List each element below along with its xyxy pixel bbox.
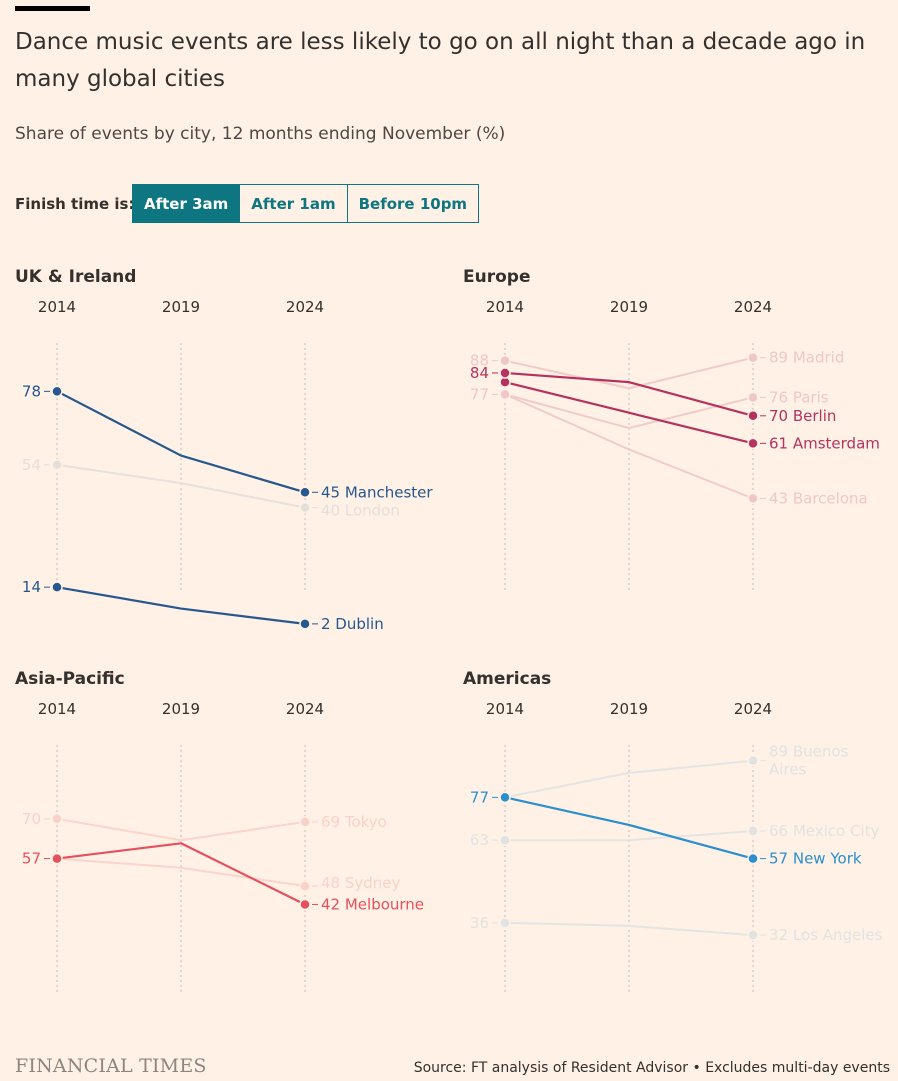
series-line-barcelona — [504, 393, 754, 500]
data-point-sydney — [299, 880, 311, 892]
series-line-melbourne — [56, 842, 306, 906]
data-point-berlin — [747, 410, 759, 422]
data-point-barcelona — [499, 388, 511, 401]
end-label-sydney: 48 Sydney — [321, 874, 401, 892]
source-note: Source: FT analysis of Resident Advisor … — [413, 1060, 890, 1076]
chart-subtitle: Share of events by city, 12 months endin… — [15, 124, 506, 144]
end-label-melbourne: 42 Melbourne — [321, 895, 424, 913]
series-line-mexico-city — [505, 830, 754, 842]
data-point-tokyo — [51, 813, 63, 825]
data-point-madrid — [499, 354, 511, 367]
end-label-mexico-city: 66 Mexico City — [769, 822, 880, 840]
start-label-dublin: 14 — [22, 578, 41, 596]
end-label-barcelona: 43 Barcelona — [769, 489, 868, 507]
data-point-barcelona — [747, 492, 759, 505]
panel-title: UK & Ireland — [15, 267, 136, 287]
series-line-paris — [504, 393, 754, 430]
data-point-los-angeles — [747, 929, 759, 941]
year-tick-label: 2014 — [38, 700, 76, 718]
start-label-melbourne: 57 — [22, 850, 41, 868]
filter-before-10pm-button[interactable]: Before 10pm — [347, 185, 479, 222]
panel-title: Europe — [463, 267, 530, 287]
data-point-london — [299, 501, 311, 514]
filter-after-3am-button[interactable]: After 3am — [133, 185, 241, 222]
start-label-berlin: 84 — [470, 364, 489, 382]
year-tick-label: 2019 — [610, 700, 648, 718]
data-point-melbourne — [51, 852, 63, 865]
filter-label: Finish time is: — [15, 195, 135, 213]
series-line-london — [56, 463, 306, 509]
end-label-new-york: 57 New York — [769, 850, 862, 868]
finish-time-toggle: After 3am After 1am Before 10pm — [132, 184, 480, 223]
end-label-manchester: 45 Manchester — [321, 483, 433, 501]
year-tick-label: 2024 — [734, 700, 772, 718]
filter-after-1am-button[interactable]: After 1am — [240, 185, 348, 222]
series-line-buenos-aires — [504, 759, 754, 799]
series-line-madrid — [504, 356, 754, 390]
year-tick-label: 2019 — [610, 298, 648, 316]
start-label-mexico-city: 63 — [470, 831, 489, 849]
data-point-manchester — [299, 486, 311, 499]
end-label-buenos-aires: 89 Buenos Aires — [769, 743, 849, 779]
chart-title: Dance music events are less likely to go… — [15, 29, 866, 92]
data-point-new-york — [747, 852, 759, 865]
series-line-berlin — [504, 371, 754, 417]
series-line-amsterdam — [504, 381, 754, 445]
start-label-madrid: 88 — [470, 352, 489, 370]
brand-bar — [15, 6, 90, 11]
end-label-london: 40 London — [321, 502, 400, 520]
data-point-amsterdam — [747, 437, 759, 450]
start-label-paris: 77 — [470, 385, 489, 403]
data-point-new-york — [499, 791, 511, 804]
year-tick-label: 2024 — [286, 700, 324, 718]
data-point-mexico-city — [747, 825, 759, 837]
year-tick-label: 2014 — [486, 298, 524, 316]
data-point-madrid — [747, 351, 759, 364]
data-point-berlin — [499, 367, 511, 379]
data-point-london — [51, 459, 63, 471]
series-line-new-york — [504, 796, 754, 860]
data-point-mexico-city — [499, 834, 511, 846]
start-label-london: 54 — [22, 456, 41, 474]
start-label-los-angeles: 36 — [470, 914, 489, 932]
year-tick-label: 2024 — [286, 298, 324, 316]
year-tick-label: 2019 — [162, 700, 200, 718]
end-label-paris: 76 Paris — [769, 388, 829, 406]
year-tick-label: 2014 — [38, 298, 76, 316]
data-point-buenos-aires — [747, 754, 759, 767]
year-tick-label: 2024 — [734, 298, 772, 316]
end-label-dublin: 2 Dublin — [321, 615, 384, 633]
data-point-paris — [747, 391, 759, 404]
series-line-los-angeles — [504, 921, 754, 937]
year-tick-label: 2019 — [162, 298, 200, 316]
series-line-sydney — [56, 857, 306, 888]
start-label-tokyo: 70 — [22, 810, 41, 828]
data-point-los-angeles — [499, 917, 511, 929]
end-label-los-angeles: 32 Los Angeles — [769, 926, 883, 944]
end-label-berlin: 70 Berlin — [769, 407, 836, 425]
ft-logo: FINANCIAL TIMES — [15, 1055, 207, 1077]
series-line-tokyo — [56, 817, 306, 842]
panel-title: Americas — [463, 669, 551, 689]
panel-title: Asia-Pacific — [15, 669, 125, 689]
end-label-tokyo: 69 Tokyo — [321, 813, 387, 831]
data-point-dublin — [299, 618, 311, 630]
end-label-madrid: 89 Madrid — [769, 349, 844, 367]
start-label-manchester: 78 — [22, 382, 41, 400]
series-line-dublin — [56, 586, 306, 625]
data-point-melbourne — [299, 898, 311, 911]
series-line-manchester — [56, 390, 306, 494]
year-tick-label: 2014 — [486, 700, 524, 718]
start-label-new-york: 77 — [470, 788, 489, 806]
data-point-tokyo — [299, 816, 311, 828]
data-point-manchester — [51, 385, 63, 398]
end-label-amsterdam: 61 Amsterdam — [769, 434, 880, 452]
data-point-dublin — [51, 581, 63, 593]
